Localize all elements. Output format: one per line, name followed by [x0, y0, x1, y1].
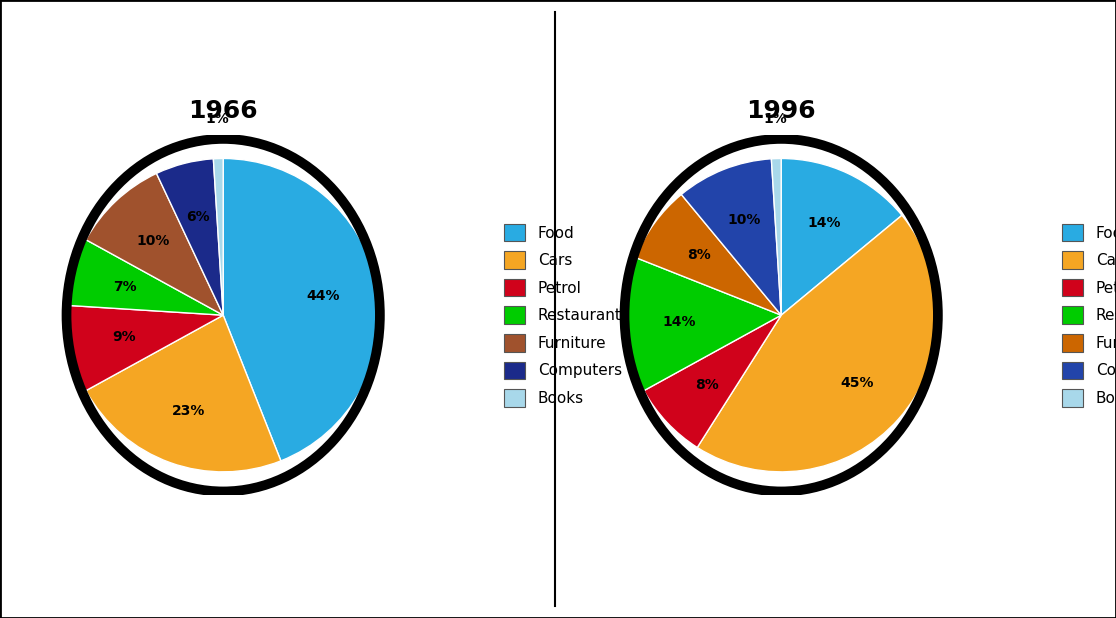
Text: 9%: 9%	[112, 331, 136, 344]
Wedge shape	[635, 195, 781, 315]
Text: 8%: 8%	[687, 248, 711, 262]
Wedge shape	[86, 174, 223, 315]
Legend: Food, Cars, Petrol, Restaurants, Furniture, Computers, Books: Food, Cars, Petrol, Restaurants, Furnitu…	[504, 224, 629, 407]
Wedge shape	[156, 159, 223, 315]
Wedge shape	[67, 305, 223, 391]
Title: 1966: 1966	[189, 99, 258, 124]
Text: 6%: 6%	[186, 210, 210, 224]
Wedge shape	[698, 215, 937, 472]
Text: 14%: 14%	[663, 315, 696, 329]
Text: 1%: 1%	[205, 112, 229, 127]
Wedge shape	[771, 158, 781, 315]
Wedge shape	[223, 158, 379, 461]
Wedge shape	[781, 158, 902, 315]
Text: 14%: 14%	[808, 216, 841, 230]
Text: 10%: 10%	[137, 234, 170, 248]
Text: 10%: 10%	[727, 213, 760, 227]
Wedge shape	[644, 315, 781, 447]
Legend: Food, Cars, Petrol, Restaurants, Furniture, Computers, Books: Food, Cars, Petrol, Restaurants, Furnitu…	[1062, 224, 1116, 407]
Title: 1996: 1996	[747, 99, 816, 124]
Wedge shape	[213, 158, 223, 315]
Wedge shape	[682, 159, 781, 315]
Wedge shape	[67, 240, 223, 315]
Text: 44%: 44%	[307, 289, 340, 303]
Wedge shape	[86, 315, 281, 472]
Wedge shape	[625, 258, 781, 391]
Text: 7%: 7%	[114, 280, 137, 294]
Text: 1%: 1%	[763, 112, 787, 127]
Text: 45%: 45%	[840, 376, 874, 389]
Text: 23%: 23%	[172, 404, 205, 418]
Text: 8%: 8%	[695, 378, 719, 392]
